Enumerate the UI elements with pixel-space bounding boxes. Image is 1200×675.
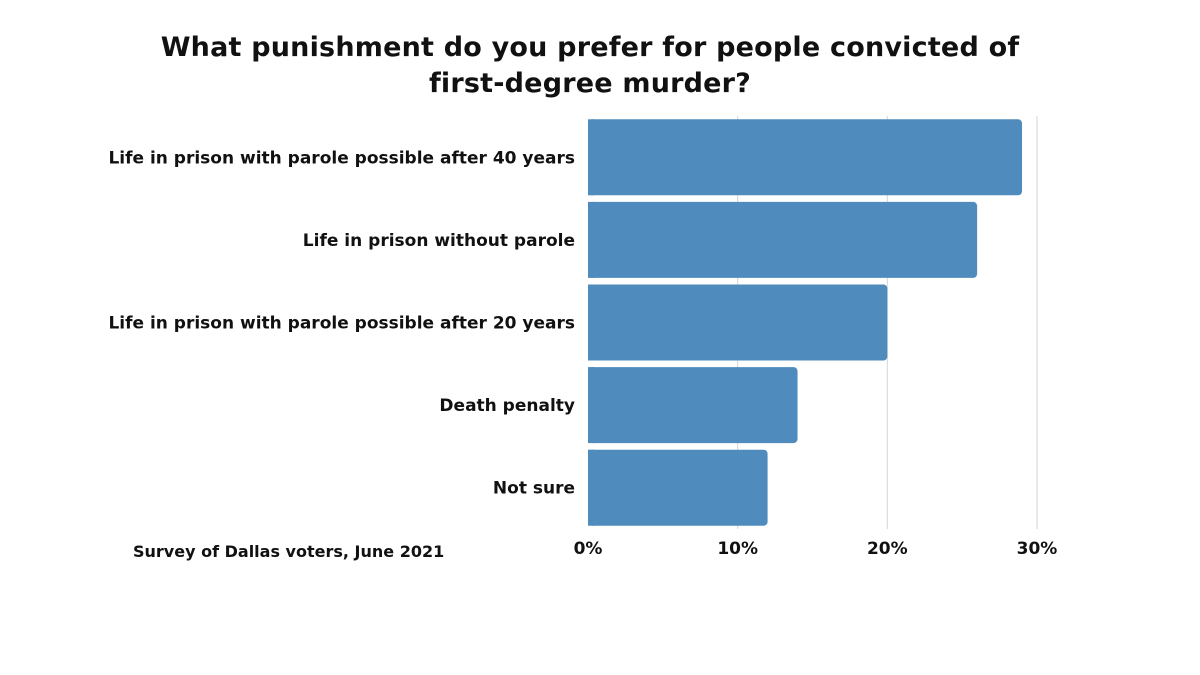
category-label-4: Not sure bbox=[493, 479, 575, 499]
category-label-1: Life in prison without parole bbox=[303, 231, 575, 251]
bar-edge-0 bbox=[588, 119, 594, 196]
chart-title-line-2: first-degree murder? bbox=[428, 68, 752, 99]
bar-4 bbox=[588, 449, 768, 526]
tick-label-30: 30% bbox=[1017, 539, 1058, 559]
category-label-3: Death penalty bbox=[439, 396, 575, 416]
chart-title-line-1: What punishment do you prefer for people… bbox=[160, 32, 1020, 63]
tick-label-10: 10% bbox=[717, 539, 758, 559]
bar-edge-3 bbox=[588, 367, 594, 444]
tick-label-0: 0% bbox=[574, 539, 603, 559]
bar-edge-1 bbox=[588, 201, 594, 278]
bar-3 bbox=[588, 367, 798, 444]
tick-label-20: 20% bbox=[867, 539, 908, 559]
bar-1 bbox=[588, 201, 978, 278]
category-label-0: Life in prison with parole possible afte… bbox=[108, 148, 575, 168]
bar-edge-2 bbox=[588, 284, 594, 361]
bar-edge-4 bbox=[588, 449, 594, 526]
bar-2 bbox=[588, 284, 888, 361]
chart-title: What punishment do you prefer for people… bbox=[0, 30, 1180, 102]
bar-0 bbox=[588, 119, 1023, 196]
source-note: Survey of Dallas voters, June 2021 bbox=[133, 542, 445, 561]
category-label-2: Life in prison with parole possible afte… bbox=[108, 314, 575, 334]
